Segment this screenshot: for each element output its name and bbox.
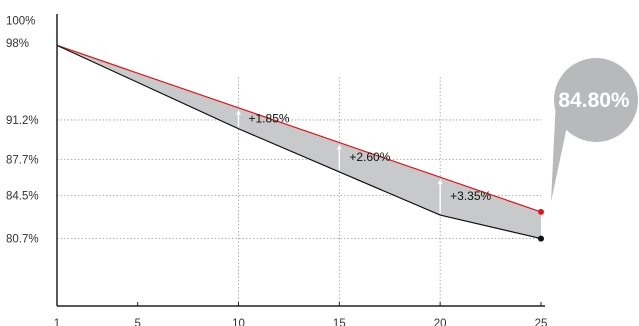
- upper-series-line: [56, 44, 542, 213]
- gap-area: [57, 45, 541, 239]
- x-tick-label: 5: [134, 318, 140, 326]
- grid-lines: [57, 77, 541, 306]
- x-tick-label: 20: [434, 318, 447, 326]
- delta-arrow-head: [236, 109, 241, 115]
- y-tick-label: 87.7%: [6, 154, 39, 166]
- delta-labels: +1.85% +2.60% +3.35%: [249, 111, 492, 203]
- delta-arrows: [236, 109, 443, 214]
- y-tick-label: 80.7%: [6, 234, 39, 246]
- delta-label: +3.35%: [450, 189, 491, 203]
- y-tick-label: 84.5%: [6, 191, 39, 203]
- delta-label: +2.60%: [349, 150, 390, 164]
- y-tick-label: 91.2%: [6, 115, 39, 127]
- callout-label: 84.80%: [558, 89, 630, 112]
- y-tick-labels: 100% 98% 91.2% 87.7% 84.5% 80.7%: [6, 16, 39, 246]
- x-tick-label: 15: [333, 318, 346, 326]
- y-tick-label: 98%: [6, 38, 29, 50]
- delta-arrow-head: [437, 179, 443, 185]
- x-tick-label: 10: [232, 318, 245, 326]
- delta-label: +1.85%: [249, 111, 290, 125]
- axes: [56, 14, 545, 307]
- y-tick-label: 100%: [6, 16, 35, 28]
- end-points: [538, 208, 544, 242]
- x-tick-labels: 1 5 10 15 20 25: [54, 302, 548, 326]
- upper-end-point: [538, 208, 544, 215]
- delta-arrow-head: [336, 144, 342, 150]
- x-tick-label: 25: [535, 318, 548, 326]
- x-tick-label: 1: [54, 318, 60, 326]
- callout-shape: [551, 57, 638, 202]
- lower-end-point: [538, 235, 544, 242]
- lower-series-line: [56, 44, 542, 240]
- callout-bubble: 84.80%: [551, 57, 638, 202]
